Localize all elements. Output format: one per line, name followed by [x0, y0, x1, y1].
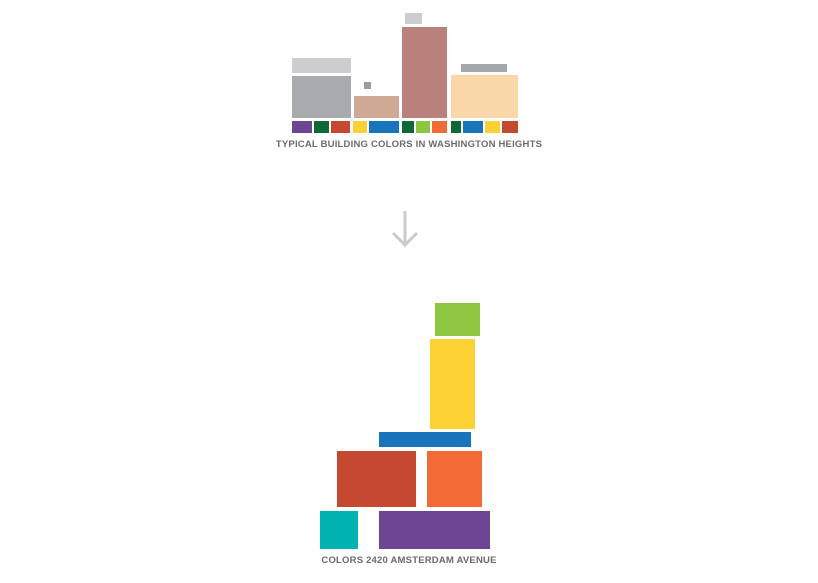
building-2-chimney	[364, 82, 371, 89]
bottom-caption: COLORS 2420 AMSTERDAM AVENUE	[321, 555, 497, 566]
arrow-down-icon	[391, 211, 419, 248]
building-3	[402, 27, 447, 118]
accent-swatch	[463, 121, 483, 133]
accent-color-strip	[292, 121, 518, 133]
block-purple	[379, 511, 490, 549]
accent-swatch	[416, 121, 430, 133]
accent-swatch	[314, 121, 329, 133]
accent-swatch	[292, 121, 312, 133]
building-4-roof	[461, 64, 507, 72]
accent-swatch	[385, 121, 399, 133]
block-green	[435, 303, 480, 336]
accent-swatch	[331, 121, 350, 133]
accent-swatch	[502, 121, 518, 133]
building-2	[354, 96, 399, 118]
accent-swatch	[353, 121, 367, 133]
building-3-roof	[405, 13, 422, 24]
accent-swatch	[451, 121, 461, 133]
building-4	[451, 75, 518, 118]
block-teal	[320, 511, 358, 549]
accent-swatch	[485, 121, 500, 133]
building-1-roof	[292, 58, 351, 73]
top-caption: TYPICAL BUILDING COLORS IN WASHINGTON HE…	[275, 139, 543, 150]
accent-swatch	[369, 121, 385, 133]
block-yellow	[430, 339, 475, 429]
building-1	[292, 76, 351, 118]
accent-swatch	[432, 121, 447, 133]
block-blue	[379, 432, 471, 447]
amsterdam-avenue-blocks	[320, 303, 490, 549]
block-red	[337, 451, 416, 507]
accent-swatch	[402, 121, 414, 133]
block-orange	[427, 451, 482, 507]
washington-heights-buildings	[292, 13, 518, 118]
